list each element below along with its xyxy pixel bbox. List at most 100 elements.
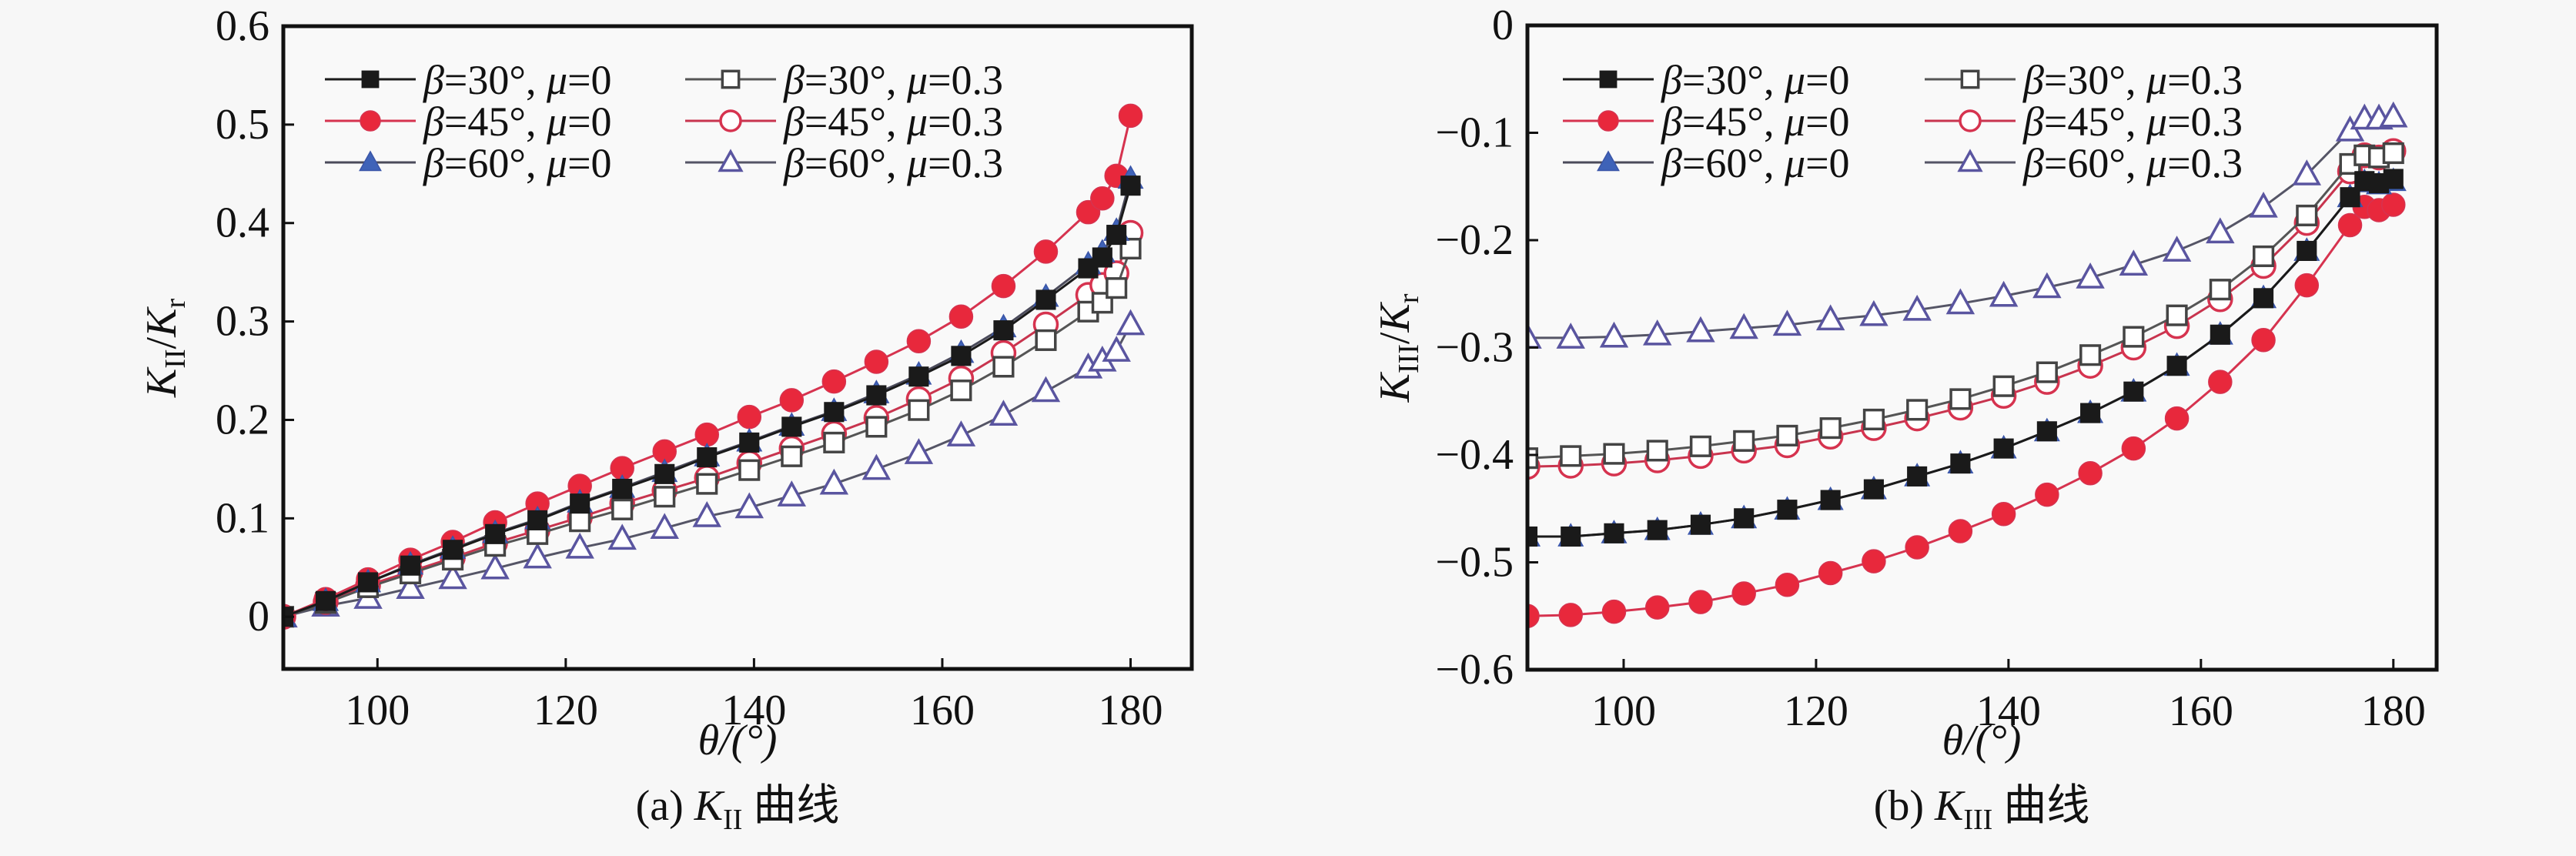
chart-k3-data-point [1815, 304, 1845, 331]
legend-marker-icon [1597, 110, 1619, 132]
chart-k2-y-tick-label: 0 [248, 593, 269, 640]
chart-k3-data-point [2164, 406, 2190, 431]
chart-k2-data-point [569, 510, 591, 533]
chart-k2-axes: 100 120 140 160 180 0 0.1 0.2 0.3 0.4 0.5 0.6 [216, 2, 1194, 734]
chart-k3-y-axis-title: KIII/Kr [1371, 293, 1425, 403]
chart-k3-data-point [1731, 581, 1756, 606]
chart-k3-data-point [1558, 603, 1583, 627]
chart-k2-data-point [443, 540, 463, 560]
chart-k2-data-point [1033, 239, 1059, 264]
chart-k2-data-point [1090, 186, 1115, 211]
chart-k2-data-point [1119, 237, 1142, 260]
chart-k3-axes: 100 120 140 160 180 0 −0.1 −0.2 −0.3 −0.4 −0.5 −0.6 [1435, 2, 2439, 735]
chart-k2-legend-item: β=30°, μ=0 [325, 57, 612, 103]
chart-k2-data-point [570, 493, 590, 514]
chart-k2-data-point [612, 478, 633, 500]
chart-k3-data-point [2337, 212, 2363, 238]
chart-k3-legend: β=30°, μ=0β=45°, μ=0β=60°, μ=0 β=30°, μ=0… [1563, 57, 2243, 186]
chart-k3-data-point [2209, 279, 2231, 301]
legend-label: β=30°, μ=0.3 [783, 57, 1003, 103]
chart-k3-data-point [1945, 288, 1975, 315]
chart-k3-data-point [2166, 304, 2188, 326]
chart-k2-legend-item: β=30°, μ=0.3 [685, 57, 1003, 103]
chart-k3-data-point [1734, 508, 1755, 529]
legend-marker-icon [718, 149, 744, 172]
chart-k3-data-point [2210, 324, 2230, 345]
chart-k3-data-point [1776, 424, 1798, 446]
chart-k3-data-point [1902, 294, 1932, 321]
legend-label: β=45°, μ=0 [423, 99, 612, 145]
chart-k3-data-point [1527, 604, 1540, 628]
chart-k2-data-point [781, 416, 802, 437]
chart-k3-data-point [2252, 245, 2275, 267]
chart-k3-data-point [1862, 408, 1885, 431]
chart-k3-caption: (b) KIII 曲线 [1874, 782, 2090, 836]
chart-k2-data-point [1031, 376, 1061, 403]
chart-k2-data-point [315, 590, 336, 611]
chart-k3-data-point [1560, 445, 1582, 467]
chart-k3-data-point [2119, 249, 2149, 276]
chart-k2-legend-item: β=45°, μ=0.3 [685, 99, 1003, 145]
chart-k2-data-point [438, 563, 467, 590]
chart-k2-y-tick-label: 0.6 [216, 2, 269, 50]
legend-label: β=30°, μ=0 [1661, 57, 1850, 103]
chart-k3-data-point [1992, 375, 2015, 397]
chart-k3-x-tick-label: 100 [1591, 687, 1656, 735]
chart-k2-data-point [611, 498, 634, 520]
legend-label: β=45°, μ=0.3 [2022, 99, 2243, 145]
legend-marker-icon [719, 109, 742, 132]
chart-k3-data-point [1989, 280, 2019, 307]
chart-k2-data-point [1035, 329, 1057, 351]
chart-k3-data-point [2382, 142, 2404, 165]
chart-k3-data-point [1777, 500, 1798, 520]
chart-k3-data-point [1863, 479, 1884, 500]
chart-k3-data-point [1647, 520, 1668, 540]
chart-k3-data-point [1561, 526, 1581, 547]
chart-k3-data-point [2206, 217, 2235, 244]
chart-k3-data-point [1599, 321, 1629, 348]
legend-marker-icon [1960, 69, 1980, 89]
chart-k2-data-point [865, 416, 888, 438]
chart-k3-plot [1527, 25, 2437, 670]
chart-k3-y-tick-label: 0 [1492, 2, 1514, 49]
chart-k3-data-point [2296, 204, 2318, 226]
legend-marker-icon [1599, 70, 1618, 89]
chart-k3-data-point [1527, 526, 1538, 547]
chart-k2-data-point [992, 356, 1015, 378]
chart-k2-caption: (a) KII 曲线 [636, 782, 840, 836]
chart-k3-data-point [2381, 192, 2406, 217]
chart-k2-legend-item: β=45°, μ=0 [325, 99, 612, 145]
chart-k2-data-point [1106, 277, 1128, 299]
chart-k2-data-point [946, 420, 976, 446]
chart-k3-data-point [1644, 595, 1670, 620]
chart-k2-series-5 [283, 309, 1146, 628]
chart-k3-legend-item: β=45°, μ=0.3 [1925, 99, 2243, 145]
chart-k3-data-point [2121, 436, 2146, 461]
chart-k3-data-point [1642, 319, 1672, 346]
chart-k3-series-5 [1527, 101, 2408, 349]
chart-k3-data-point [1820, 490, 1841, 510]
chart-k2-data-point [904, 438, 934, 464]
chart-k2-data-point [821, 369, 847, 394]
chart-k2-y-tick-label: 0.5 [216, 101, 269, 149]
chart-k3-y-tick-label: −0.3 [1435, 324, 1514, 372]
chart-k3-data-point [1993, 438, 2014, 459]
chart-k3-data-point [2379, 101, 2408, 128]
chart-k2-data-point [1118, 103, 1143, 129]
legend-marker-icon [1597, 150, 1620, 172]
chart-k3-data-point [2251, 327, 2276, 353]
chart-k3-data-point [2080, 403, 2101, 423]
chart-k3-data-point [2208, 369, 2233, 394]
chart-k2-data-point [989, 400, 1019, 426]
chart-k2-data-point [864, 349, 889, 374]
chart-k3-data-point [1948, 519, 1973, 543]
chart-k2-legend: β=30°, μ=0β=45°, μ=0β=60°, μ=0 β=30°, μ=0… [325, 57, 1003, 186]
chart-k2-data-point [607, 523, 637, 550]
chart-k2-data-point [734, 492, 764, 519]
chart-k2-data-point [950, 380, 972, 402]
chart-k2-data-point [908, 399, 930, 421]
chart-k3-data-point [1604, 523, 1624, 543]
chart-k3-y-tick-label: −0.1 [1435, 109, 1514, 157]
chart-k3-data-point [1818, 560, 1843, 586]
